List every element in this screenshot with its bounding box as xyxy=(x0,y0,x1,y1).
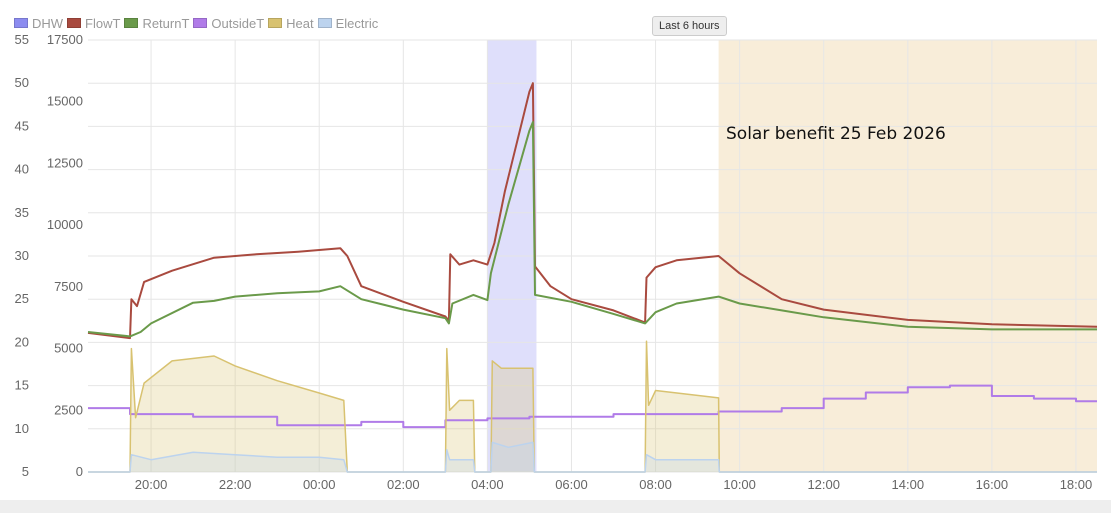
y-left-tick-label: 5 xyxy=(22,464,29,479)
series-line-electric xyxy=(88,441,1097,473)
bottom-scrollbar[interactable] xyxy=(0,500,1111,513)
y-left-tick-label: 45 xyxy=(15,118,29,133)
legend-swatch xyxy=(268,18,283,28)
x-tick-label: 00:00 xyxy=(303,477,336,492)
y-right-tick-label: 17500 xyxy=(47,32,83,47)
y-right-tick-label: 0 xyxy=(76,464,83,479)
legend-label: DHW xyxy=(32,15,64,31)
series-line-heat xyxy=(88,340,1097,473)
y-left-tick-label: 35 xyxy=(15,205,29,220)
y-left-tick-label: 10 xyxy=(15,421,29,436)
y-right-tick-label: 7500 xyxy=(54,279,83,294)
y-left-tick-label: 20 xyxy=(15,334,29,349)
y-right-tick-label: 2500 xyxy=(54,402,83,417)
legend-item-returnt[interactable]: ReturnT xyxy=(124,16,189,31)
y-right-tick-label: 15000 xyxy=(47,94,83,109)
legend-swatch xyxy=(124,18,139,28)
legend-label: FlowT xyxy=(85,15,121,31)
legend-swatch xyxy=(317,18,332,28)
legend-label: OutsideT xyxy=(211,15,265,31)
y-right-tick-label: 5000 xyxy=(54,341,83,356)
legend-label: Electric xyxy=(335,15,379,31)
x-tick-label: 20:00 xyxy=(135,477,168,492)
series-line-outsidet xyxy=(88,384,1097,429)
x-tick-label: 18:00 xyxy=(1060,477,1093,492)
y-left-tick-label: 15 xyxy=(15,378,29,393)
legend-item-outsidet[interactable]: OutsideT xyxy=(193,16,264,31)
legend-swatch xyxy=(67,18,82,28)
chart: 5 10 15 20 25 30 35 40 45 50 55 0 2500 5000 7500 10000 1… xyxy=(15,32,1098,492)
series-area-heat xyxy=(88,341,1097,472)
legend-item-flowt[interactable]: FlowT xyxy=(67,16,120,31)
y-left-tick-label: 25 xyxy=(15,291,29,306)
series-line-flowt xyxy=(87,82,1098,340)
x-tick-label: 10:00 xyxy=(723,477,756,492)
legend-label: Heat xyxy=(286,15,314,31)
range-button[interactable]: Last 6 hours xyxy=(652,16,727,36)
legend-swatch xyxy=(193,18,208,28)
legend-label: ReturnT xyxy=(142,15,190,31)
y-left-tick-label: 55 xyxy=(15,32,29,47)
y-right-tick-label: 10000 xyxy=(47,217,83,232)
legend-swatch xyxy=(14,18,28,28)
x-tick-label: 08:00 xyxy=(639,477,672,492)
x-tick-label: 12:00 xyxy=(807,477,840,492)
x-tick-label: 16:00 xyxy=(976,477,1009,492)
x-tick-label: 22:00 xyxy=(219,477,252,492)
legend: DHW FlowT ReturnT OutsideT Heat Electric xyxy=(14,14,382,32)
y-right-tick-label: 12500 xyxy=(47,155,83,170)
y-left-tick-label: 40 xyxy=(15,162,29,177)
legend-item-heat[interactable]: Heat xyxy=(268,15,314,31)
legend-item-electric[interactable]: Electric xyxy=(317,15,379,31)
y-left-tick-label: 50 xyxy=(15,75,29,90)
series-area-electric xyxy=(88,442,1097,472)
x-tick-label: 04:00 xyxy=(471,477,504,492)
x-tick-label: 06:00 xyxy=(555,477,588,492)
annotation-text: Solar benefit 25 Feb 2026 xyxy=(726,124,946,144)
x-tick-label: 14:00 xyxy=(892,477,925,492)
y-left-tick-label: 30 xyxy=(15,248,29,263)
legend-item-dhw[interactable]: DHW xyxy=(14,16,63,31)
x-tick-label: 02:00 xyxy=(387,477,420,492)
series-line-returnt xyxy=(87,121,1097,338)
